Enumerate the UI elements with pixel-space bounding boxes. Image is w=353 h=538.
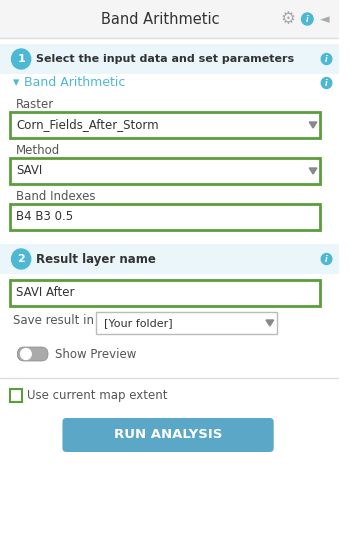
- Text: i: i: [306, 15, 309, 24]
- Text: i: i: [325, 55, 328, 64]
- Text: [Your folder]: [Your folder]: [104, 318, 172, 328]
- Text: Use current map extent: Use current map extent: [27, 388, 167, 401]
- Text: SAVI After: SAVI After: [16, 287, 75, 300]
- Bar: [96, 312, 277, 334]
- Bar: [10, 158, 320, 184]
- Text: Band Arithmetic: Band Arithmetic: [101, 11, 219, 26]
- Bar: [0, 44, 339, 74]
- Text: 1: 1: [17, 54, 25, 64]
- Circle shape: [20, 349, 31, 359]
- Bar: [0, 0, 339, 38]
- Text: i: i: [325, 79, 328, 88]
- Text: Raster: Raster: [16, 97, 55, 110]
- Text: Band Indexes: Band Indexes: [16, 189, 96, 202]
- FancyBboxPatch shape: [17, 347, 48, 361]
- Circle shape: [12, 49, 31, 69]
- Text: i: i: [325, 255, 328, 264]
- Text: Corn_Fields_After_Storm: Corn_Fields_After_Storm: [16, 118, 159, 131]
- Bar: [0, 244, 339, 274]
- Text: Band Arithmetic: Band Arithmetic: [24, 76, 125, 89]
- Text: Select the input data and set parameters: Select the input data and set parameters: [36, 54, 295, 64]
- FancyBboxPatch shape: [62, 418, 274, 452]
- Circle shape: [301, 13, 313, 25]
- Text: RUN ANALYSIS: RUN ANALYSIS: [114, 428, 222, 442]
- Text: Show Preview: Show Preview: [55, 348, 136, 360]
- Circle shape: [12, 249, 31, 269]
- Bar: [10, 389, 22, 402]
- Text: Result layer name: Result layer name: [36, 252, 156, 265]
- Bar: [10, 204, 320, 230]
- Polygon shape: [266, 320, 274, 326]
- Circle shape: [321, 53, 332, 65]
- Polygon shape: [309, 122, 317, 128]
- Text: B4 B3 0.5: B4 B3 0.5: [16, 210, 73, 223]
- Text: Method: Method: [16, 144, 61, 157]
- Text: 2: 2: [17, 254, 25, 264]
- Text: Save result in: Save result in: [13, 315, 95, 328]
- Bar: [10, 280, 320, 306]
- Circle shape: [321, 77, 332, 88]
- Polygon shape: [309, 168, 317, 174]
- Text: SAVI: SAVI: [16, 165, 43, 178]
- Text: ▾: ▾: [12, 76, 19, 89]
- Bar: [10, 112, 320, 138]
- Circle shape: [321, 253, 332, 265]
- Text: ⚙: ⚙: [281, 10, 295, 28]
- Text: ◄: ◄: [320, 13, 329, 26]
